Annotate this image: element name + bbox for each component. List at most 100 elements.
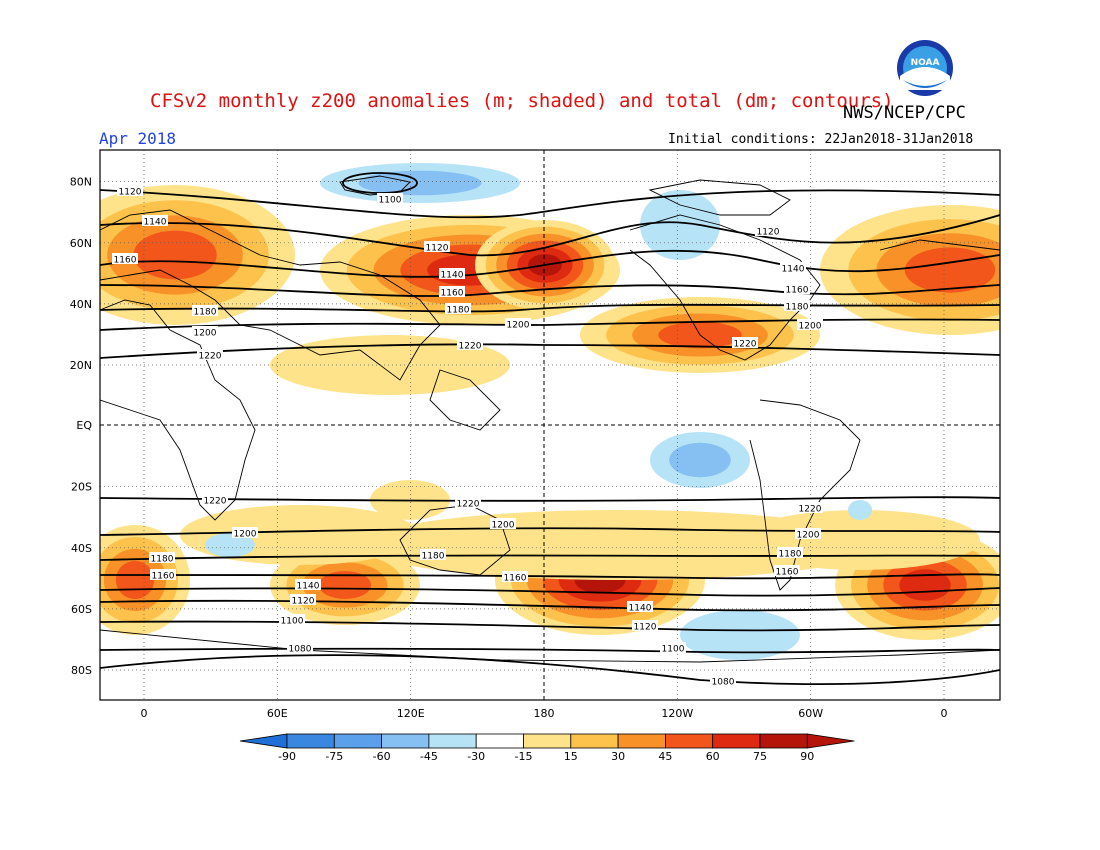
anomaly-region: [848, 500, 872, 520]
contour-label: 1220: [799, 505, 822, 515]
contour-label: 1140: [782, 265, 805, 275]
contour-label-bg: [424, 241, 450, 252]
grid-lines: [100, 150, 1000, 700]
axis-labels: 80N 60N 40N 20N EQ 20S 40S 60S 80S 0 60E 120E 180 120…: [70, 176, 948, 720]
colorbar: -90 -75 -60 -45 -30 -15 15 30 45 60 75 90: [239, 733, 855, 763]
contour-label: 1180: [422, 552, 445, 562]
contour-label: 1160: [114, 256, 137, 266]
anomaly-region: [358, 170, 482, 196]
contour-label-bg: [660, 642, 686, 653]
contour-label: 1120: [292, 597, 315, 607]
colorbar-swatch: [286, 733, 335, 749]
latitude-label: 80N: [70, 176, 92, 189]
latitude-label: 40S: [71, 542, 92, 555]
contour-label: 1160: [152, 572, 175, 582]
contour-label: 1140: [441, 271, 464, 281]
contour-label-bg: [797, 319, 823, 330]
contour-label: 1120: [426, 244, 449, 254]
contour-label: 1200: [492, 521, 515, 531]
height-contour: [100, 587, 1000, 597]
longitude-label: 0: [941, 707, 948, 720]
coastline: [749, 399, 861, 591]
contour-label: 1220: [459, 342, 482, 352]
colorbar-swatch: [665, 733, 714, 749]
contour-label: 1160: [441, 289, 464, 299]
contour-label: 1220: [734, 340, 757, 350]
colorbar-label: -15: [515, 750, 533, 763]
colorbar-swatch: [712, 733, 761, 749]
contour-label-bg: [112, 253, 138, 264]
contour-label-bg: [150, 569, 176, 580]
agency-label: NWS/NCEP/CPC: [843, 103, 966, 123]
colorbar-label: 30: [611, 750, 625, 763]
contour-label-bg: [445, 303, 471, 314]
contour-label: 1140: [297, 582, 320, 592]
colorbar-label: 60: [706, 750, 720, 763]
colorbar-label: -45: [420, 750, 438, 763]
contour-label: 1200: [194, 329, 217, 339]
contour-label-bg: [632, 620, 658, 631]
anomaly-region: [318, 571, 372, 599]
height-contour: [100, 214, 1000, 257]
contour-label-bg: [279, 614, 305, 625]
longitude-label: 120E: [397, 707, 425, 720]
contour-label-bg: [710, 675, 736, 686]
anomaly-region: [680, 610, 800, 660]
contour-label-bg: [457, 339, 483, 350]
contour-label-bg: [502, 571, 528, 582]
contour-label-bg: [439, 286, 465, 297]
contour-label-bg: [784, 300, 810, 311]
contour-label-bg: [192, 326, 218, 337]
contour-label: 1120: [634, 623, 657, 633]
latitude-label: 20N: [70, 359, 92, 372]
initial-conditions: Initial conditions: 22Jan2018-31Jan2018: [668, 132, 974, 147]
contour-label: 1180: [779, 550, 802, 560]
height-contour: [100, 554, 1000, 561]
contour-label-bg: [439, 268, 465, 279]
height-contour: [100, 527, 1000, 536]
colorbar-label: -75: [325, 750, 343, 763]
contour-label: 1140: [144, 218, 167, 228]
coastline: [429, 369, 501, 431]
contour-label-bg: [377, 193, 403, 204]
height-contour: [100, 318, 1000, 331]
forecast-month: Apr 2018: [99, 129, 177, 148]
contour-label: 1200: [234, 530, 257, 540]
contour-label: 1200: [799, 322, 822, 332]
height-contour: [100, 647, 1000, 654]
longitude-label: 60E: [267, 707, 288, 720]
contour-label: 1140: [629, 604, 652, 614]
contour-label: 1220: [204, 497, 227, 507]
contour-label-bg: [117, 185, 143, 196]
contour-label-bg: [780, 262, 806, 273]
latitude-label: 60S: [71, 603, 92, 616]
anomaly-region: [205, 533, 255, 557]
anomaly-region: [115, 560, 155, 600]
height-contour: [100, 284, 1000, 297]
colorbar-swatch: [759, 733, 808, 749]
contour-label: 1080: [712, 678, 735, 688]
contour-label-bg: [192, 305, 218, 316]
contour-label-bg: [755, 225, 781, 236]
colorbar-swatch: [428, 733, 477, 749]
longitude-label: 180: [534, 707, 555, 720]
colorbar-arrow-left: [239, 733, 288, 749]
contour-label-bg: [490, 518, 516, 529]
contour-label: 1180: [447, 306, 470, 316]
colorbar-label: 90: [800, 750, 814, 763]
contour-labels: 1120 1140 1160 1180 1200 1220 1100 1120 1140 1160…: [112, 185, 823, 688]
coastline: [100, 209, 441, 381]
contour-label: 1100: [662, 645, 685, 655]
contour-label: 1180: [786, 303, 809, 313]
coastline: [100, 299, 256, 521]
contour-label: 1220: [457, 500, 480, 510]
anomaly-region: [640, 190, 720, 260]
contour-label: 1160: [776, 568, 799, 578]
height-contour: [100, 343, 1000, 359]
anomaly-region: [270, 335, 510, 395]
noaa-logo: NOAA: [897, 40, 953, 96]
latitude-label: 20S: [71, 481, 92, 494]
colorbar-label: 75: [753, 750, 767, 763]
anomaly-region: [133, 230, 217, 280]
colorbar-label: 45: [658, 750, 672, 763]
